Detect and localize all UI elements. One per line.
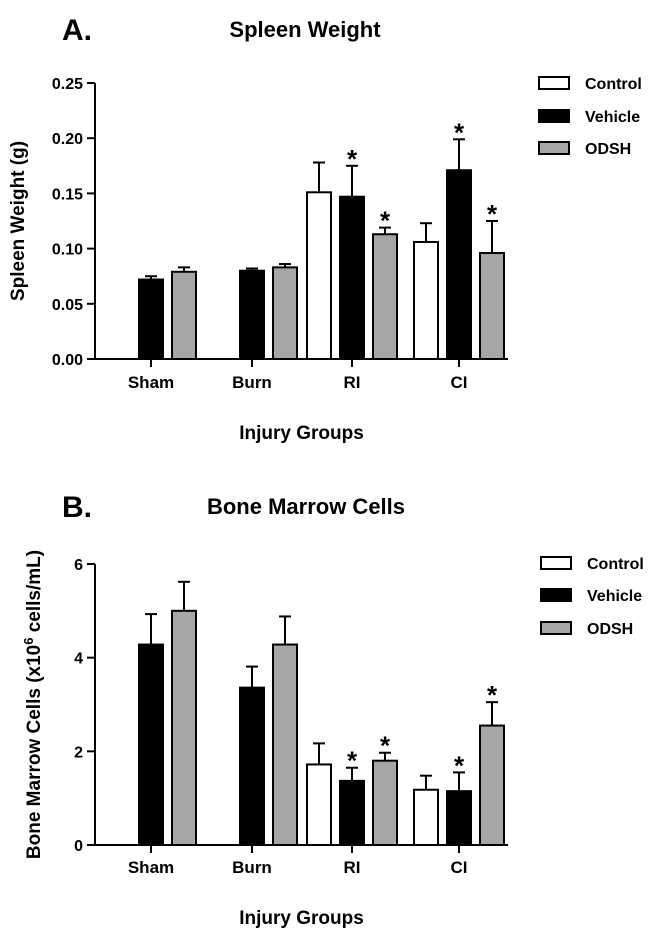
panel-a-category-label-sham: Sham xyxy=(128,373,174,392)
panel-b-y-axis-label-main: Bone Marrow Cells (x10 xyxy=(24,645,45,859)
panel-a-significance-star: * xyxy=(454,117,465,147)
panel-b-legend-label-control: Control xyxy=(587,556,644,573)
panel-a-legend: Control Vehicle ODSH xyxy=(538,76,642,158)
panel-a-bar-control-ri xyxy=(306,191,332,360)
panel-a-bar-odsh-sham xyxy=(171,270,197,360)
panel-b-legend-label-vehicle: Vehicle xyxy=(587,588,642,605)
panel-b-bar-odsh-sham xyxy=(171,609,197,846)
panel-a-legend-swatch-control xyxy=(538,76,570,90)
panel-a-category-label-ri: RI xyxy=(344,373,361,392)
panel-a-y-tick-label: 0.15 xyxy=(52,186,83,203)
panel-b-x-axis-label: Injury Groups xyxy=(239,908,364,929)
panel-a-bar-vehicle-ri xyxy=(339,195,365,360)
panel-a-bar-odsh-ri xyxy=(372,233,398,360)
panel-a-y-tick-label: 0.00 xyxy=(52,352,83,369)
panel-b-y-tick-label: 0 xyxy=(74,838,83,855)
panel-b-y-tick-label: 6 xyxy=(74,557,83,574)
panel-b-y-axis-label: Bone Marrow Cells (x106 cells/mL) xyxy=(21,550,46,859)
panel-a-significance-star: * xyxy=(487,199,498,229)
panel-b-title: Bone Marrow Cells xyxy=(207,494,405,519)
panel-a-y-tick-label: 0.10 xyxy=(52,242,83,259)
panel-a-legend-label-odsh: ODSH xyxy=(585,141,631,158)
panel-a: A. Spleen Weight 0.00 0.05 0.10 0.15 0.20 0.25 S… xyxy=(8,14,642,444)
panel-a-significance-star: * xyxy=(380,206,391,236)
panel-b-bar-vehicle-burn xyxy=(239,686,265,847)
panel-a-legend-swatch-vehicle xyxy=(538,109,570,123)
panel-b-y-axis-label-tail: cells/mL) xyxy=(24,550,45,638)
panel-a-legend-label-control: Control xyxy=(585,76,642,93)
panel-b: B. Bone Marrow Cells 0 2 4 6 Sham Burn RI CI * * * * I… xyxy=(21,491,644,929)
panel-a-y-axis-label: Spleen Weight (g) xyxy=(8,141,29,301)
panel-b-category-label-ci: CI xyxy=(451,858,468,877)
panel-a-y-tick-label: 0.25 xyxy=(52,76,83,93)
panel-a-bar-odsh-burn xyxy=(272,266,298,361)
panel-a-y-tick-label: 0.20 xyxy=(52,131,83,148)
panel-a-bar-vehicle-burn xyxy=(239,269,265,360)
panel-a-letter: A. xyxy=(62,14,92,47)
panel-b-bar-vehicle-ri xyxy=(339,779,365,846)
panel-b-bar-vehicle-ci xyxy=(446,790,472,846)
panel-a-bar-control-ci xyxy=(413,240,439,360)
panel-b-category-label-burn: Burn xyxy=(232,858,272,877)
panel-b-bar-odsh-ci xyxy=(479,724,505,847)
panel-b-bar-control-ci xyxy=(413,788,439,847)
panel-b-legend: Control Vehicle ODSH xyxy=(540,556,644,638)
panel-b-bar-odsh-ri xyxy=(372,759,398,847)
panel-b-y-axis-label-superscript: 6 xyxy=(21,638,36,645)
panel-b-letter: B. xyxy=(62,491,92,524)
panel-b-y-tick-label: 2 xyxy=(74,744,83,761)
panel-b-significance-star: * xyxy=(347,746,358,776)
panel-b-category-label-sham: Sham xyxy=(128,858,174,877)
panel-b-category-label-ri: RI xyxy=(344,858,361,877)
panel-a-bar-vehicle-sham xyxy=(138,278,164,360)
panel-a-legend-label-vehicle: Vehicle xyxy=(585,109,640,126)
panel-a-title: Spleen Weight xyxy=(229,17,381,42)
panel-b-significance-star: * xyxy=(454,750,465,780)
panel-b-y-tick-label: 4 xyxy=(74,651,83,668)
panel-a-category-label-ci: CI xyxy=(451,373,468,392)
panel-b-legend-label-odsh: ODSH xyxy=(587,621,633,638)
panel-a-legend-swatch-odsh xyxy=(538,141,570,155)
panel-a-bar-odsh-ci xyxy=(479,252,505,361)
panel-a-bar-vehicle-ci xyxy=(446,169,472,360)
panel-b-legend-swatch-control xyxy=(540,556,572,570)
panel-a-significance-star: * xyxy=(347,144,358,174)
panel-a-category-label-burn: Burn xyxy=(232,373,272,392)
panel-b-bar-control-ri xyxy=(306,763,332,846)
panel-b-significance-star: * xyxy=(487,680,498,710)
panel-b-legend-swatch-odsh xyxy=(540,621,572,635)
panel-b-legend-swatch-vehicle xyxy=(540,588,572,602)
panel-a-x-axis-label: Injury Groups xyxy=(239,423,364,444)
panel-b-significance-star: * xyxy=(380,731,391,761)
panel-b-bar-odsh-burn xyxy=(272,643,298,847)
panel-a-y-tick-label: 0.05 xyxy=(52,297,83,314)
panel-b-bar-vehicle-sham xyxy=(138,643,164,847)
